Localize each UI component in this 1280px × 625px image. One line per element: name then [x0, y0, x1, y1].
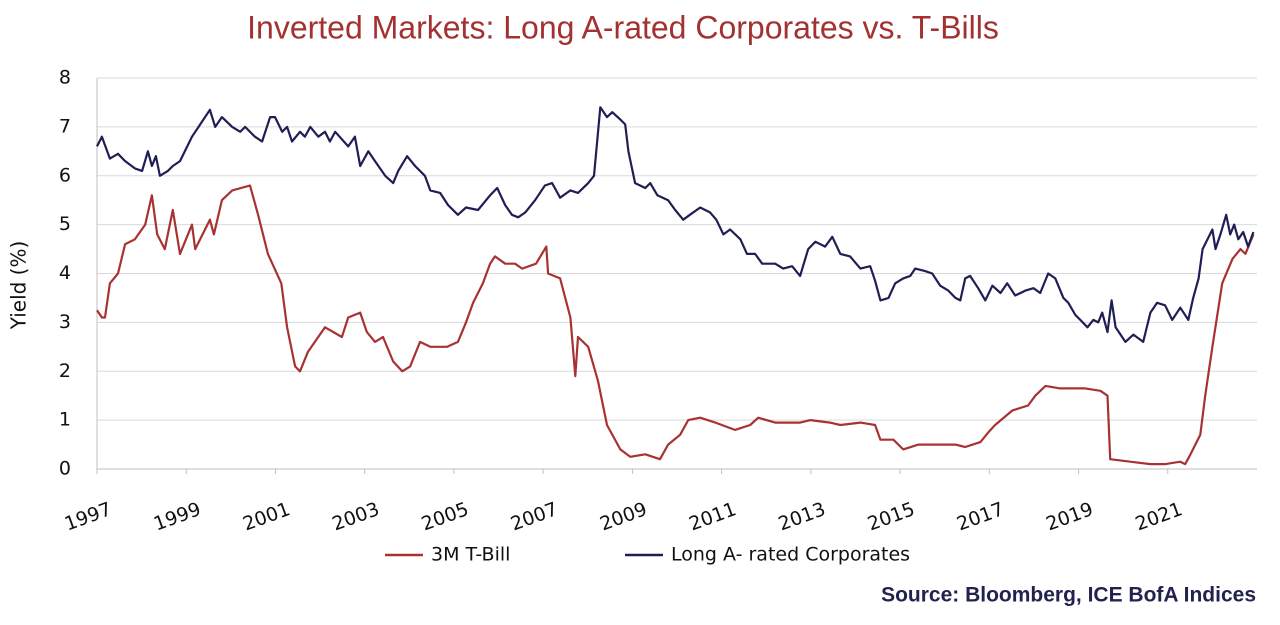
chart-title: Inverted Markets: Long A-rated Corporate… [247, 9, 999, 45]
x-tick-label: 2009 [597, 498, 650, 535]
source-note: Source: Bloomberg, ICE BofA Indices [881, 584, 1256, 607]
x-tick-label: 2005 [419, 498, 472, 535]
y-tick-label: 2 [59, 360, 71, 382]
x-tick-label: 2017 [954, 498, 1007, 535]
x-tick-label: 1997 [62, 498, 115, 535]
y-tick-label: 6 [59, 164, 71, 186]
x-tick-label: 2007 [508, 498, 561, 535]
x-tick-label: 2021 [1132, 498, 1185, 535]
legend-label: Long A- rated Corporates [671, 544, 910, 566]
x-tick-label: 2015 [865, 498, 918, 535]
series-line [96, 184, 1255, 466]
y-axis-label: Yield (%) [7, 241, 31, 331]
y-tick-label: 1 [59, 409, 71, 431]
y-tick-label: 8 [59, 67, 71, 89]
x-tick-label: 2011 [686, 498, 739, 535]
legend-label: 3M T-Bill [431, 544, 510, 566]
x-tick-label: 2003 [329, 498, 382, 535]
y-tick-label: 0 [59, 458, 71, 480]
y-tick-label: 4 [59, 262, 71, 284]
x-tick-label: 1999 [151, 498, 204, 535]
series-line [96, 106, 1255, 343]
y-tick-label: 3 [59, 311, 71, 333]
y-tick-label: 5 [59, 213, 71, 235]
x-tick-label: 2013 [775, 498, 828, 535]
x-tick-label: 2019 [1043, 498, 1096, 535]
x-tick-label: 2001 [240, 498, 293, 535]
y-tick-label: 7 [59, 115, 71, 137]
